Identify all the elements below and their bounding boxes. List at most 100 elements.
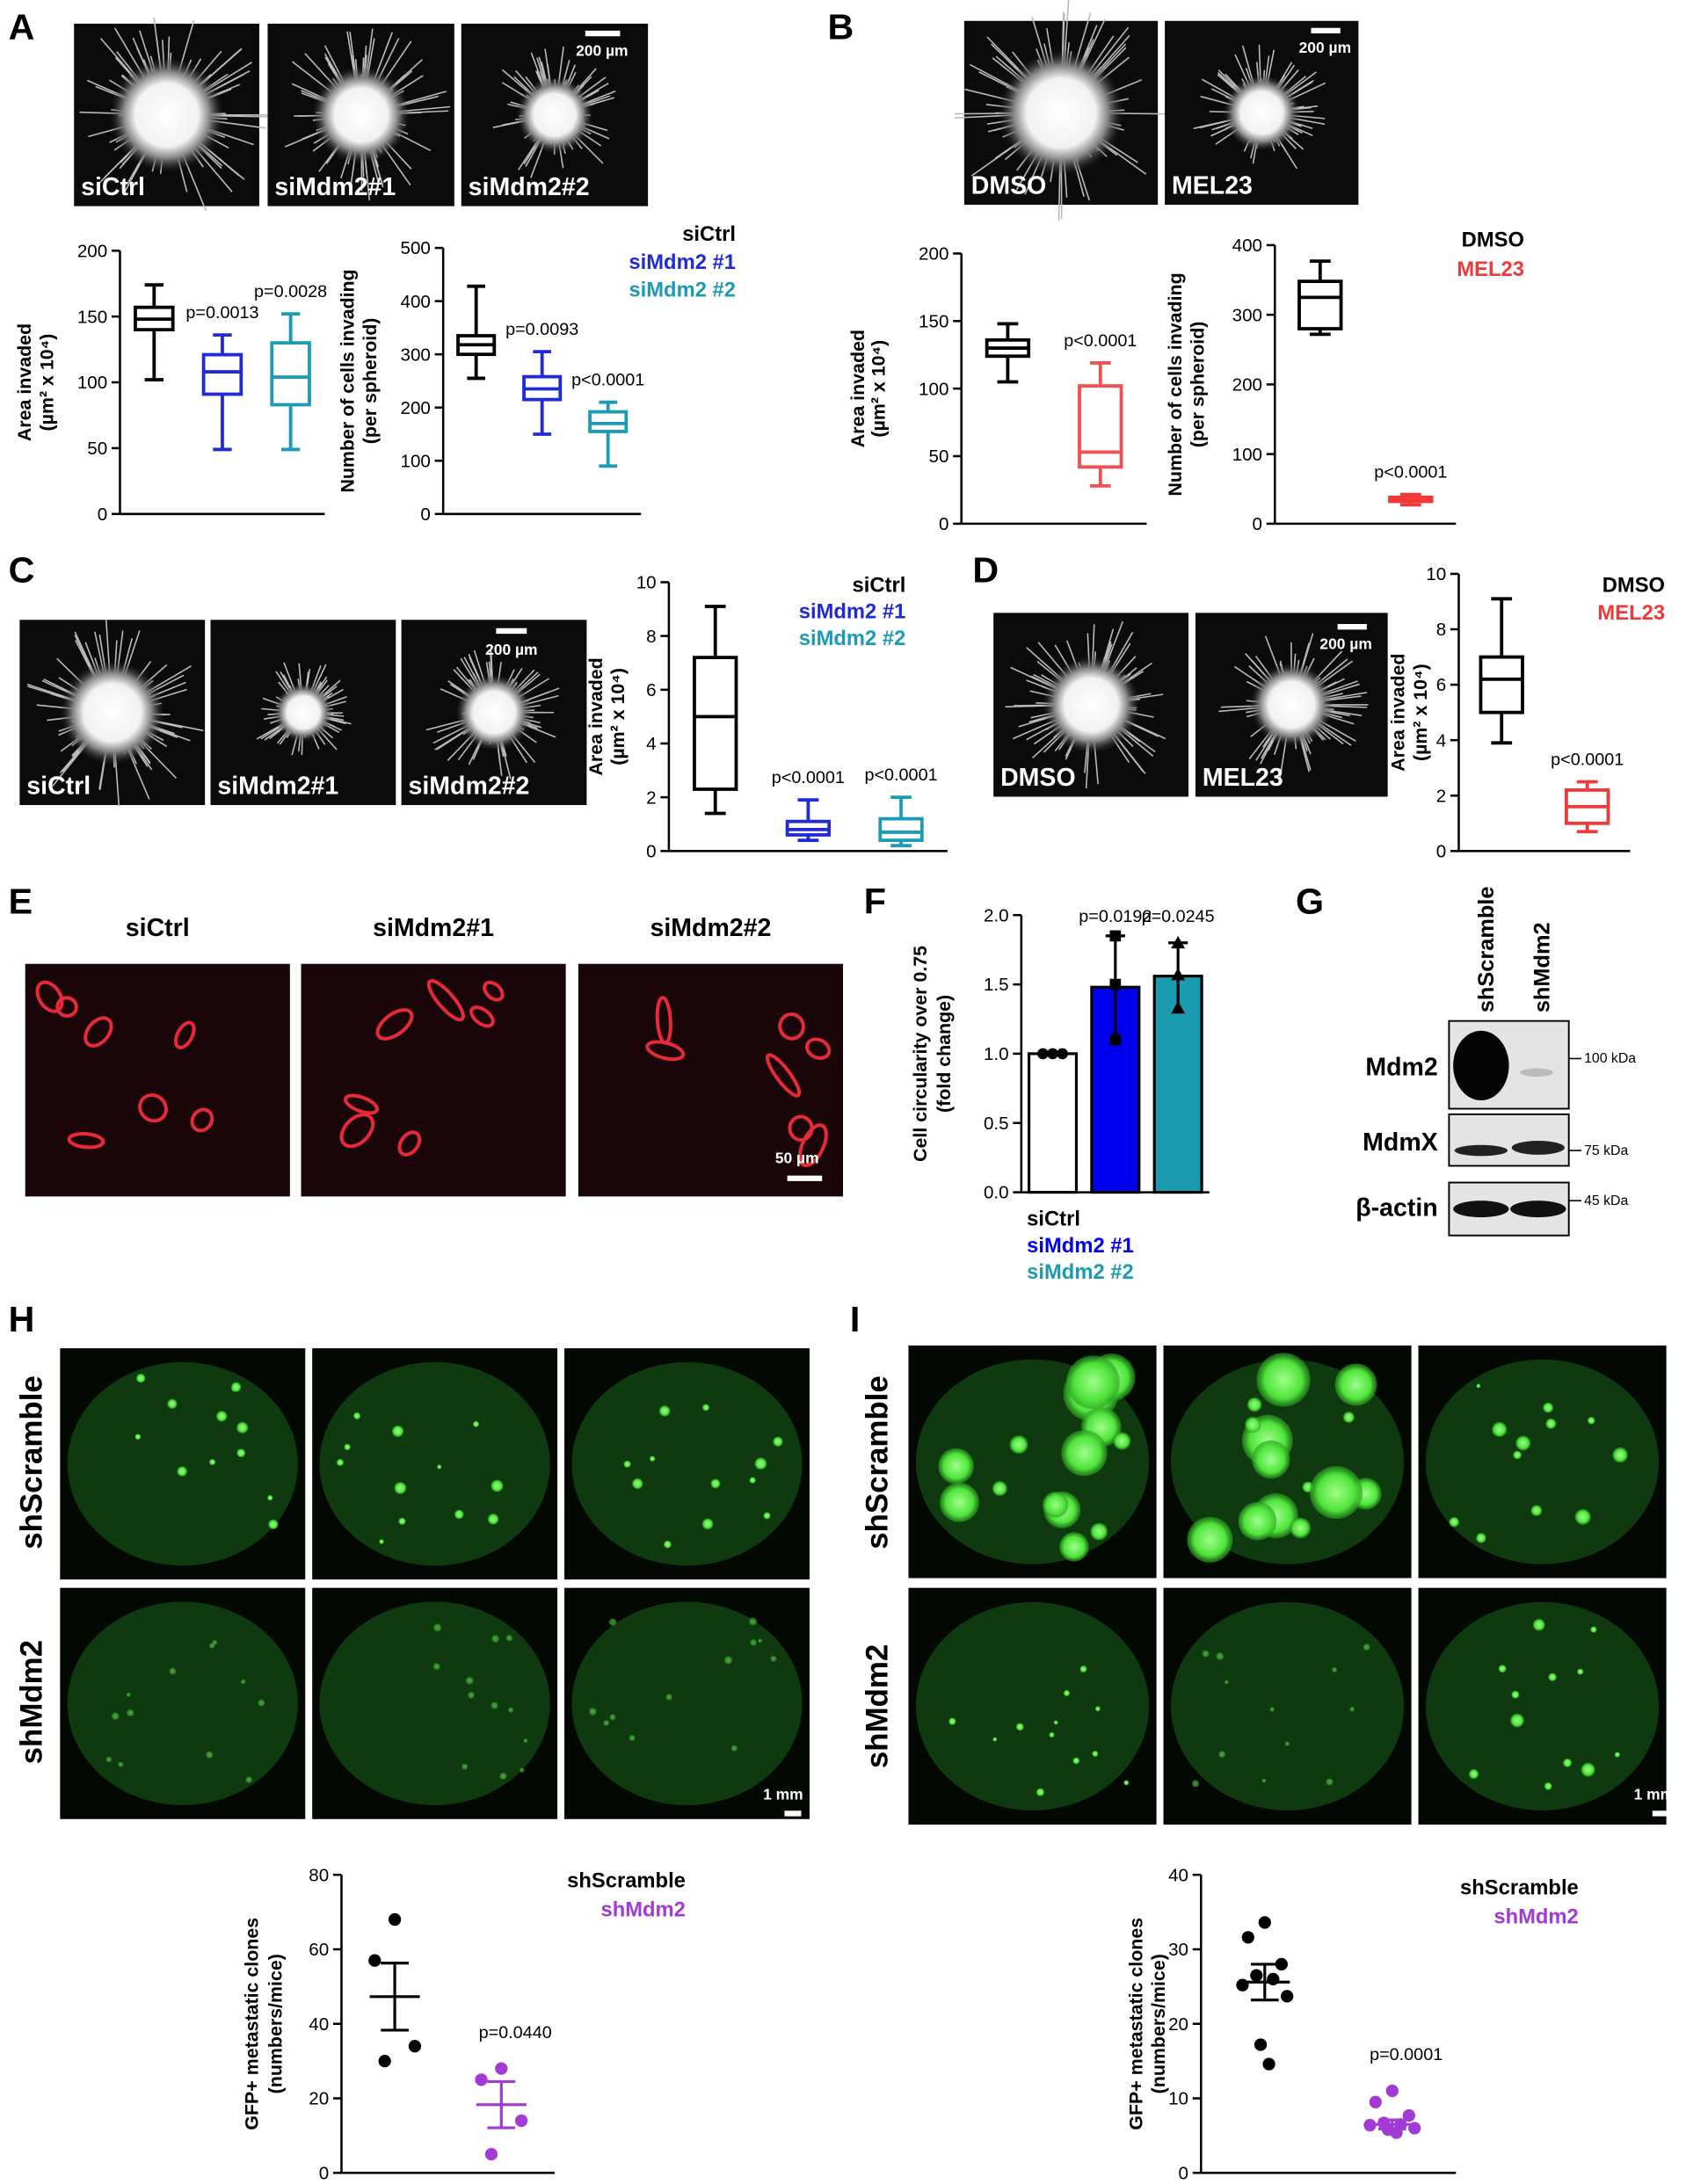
lung: [571, 1361, 803, 1566]
clone: [127, 1709, 134, 1717]
point: [1281, 1990, 1294, 2003]
clone: [1218, 1751, 1226, 1758]
clone: [1290, 1517, 1312, 1539]
clone: [1612, 1447, 1628, 1463]
micrograph: [564, 1587, 810, 1819]
clone: [1614, 1752, 1620, 1758]
clone: [1009, 1435, 1028, 1455]
y-tick-label: 10: [1426, 564, 1446, 584]
box: [693, 656, 738, 791]
cell: [397, 1130, 422, 1157]
image-bg: [25, 963, 290, 1197]
clone: [236, 1421, 249, 1433]
clone: [773, 1436, 783, 1448]
cell: [778, 1012, 805, 1041]
panel-letter: C: [9, 549, 35, 590]
scale-label: 50 µm: [775, 1149, 819, 1166]
panel-letter: B: [828, 6, 854, 47]
y-tick-label: 0: [646, 841, 656, 861]
micrograph: [312, 1348, 558, 1580]
micrograph: siMdm2#1: [301, 914, 566, 1197]
clone: [1246, 1397, 1262, 1412]
y-tick-label: 20: [309, 2089, 329, 2109]
clone: [394, 1482, 407, 1495]
clone: [1224, 1680, 1229, 1685]
point: [1109, 930, 1122, 942]
row-label: shMdm2: [15, 1640, 49, 1764]
clone: [491, 1635, 500, 1643]
clone: [629, 1734, 636, 1742]
point: [1250, 1969, 1263, 1982]
clone: [1334, 1363, 1377, 1406]
clone: [1548, 1672, 1557, 1682]
y-tick-label: 1.5: [984, 975, 1009, 995]
clone: [437, 1464, 442, 1469]
clone: [1284, 1741, 1290, 1746]
y-tick-label: 4: [1436, 730, 1446, 751]
cell: [797, 1123, 828, 1167]
y-axis-label: (µm² x 10⁴): [868, 340, 890, 438]
clone: [1092, 1750, 1099, 1757]
clone: [1066, 1355, 1120, 1410]
legend-entry: siCtrl: [853, 574, 906, 598]
y-tick-label: 150: [919, 311, 948, 331]
clone: [1590, 1626, 1597, 1633]
y-axis-label: Number of cells invading: [338, 269, 359, 492]
clone: [1476, 1533, 1486, 1543]
micrograph: [908, 1587, 1157, 1825]
image-label: MEL23: [1172, 171, 1253, 200]
point: [1236, 1978, 1249, 1992]
cell: [469, 1005, 495, 1028]
spheroid: [516, 76, 593, 154]
y-axis-label: Area invaded: [14, 323, 35, 441]
clone: [245, 1776, 252, 1783]
y-tick-label: 2.0: [984, 905, 1009, 925]
legend-entry: siMdm2 #2: [1027, 1260, 1134, 1284]
clone: [1309, 1466, 1363, 1520]
point: [1047, 1048, 1058, 1060]
row-label: shScramble: [861, 1375, 895, 1549]
point: [1037, 1048, 1049, 1060]
scale-label: 200 µm: [485, 641, 537, 658]
lung: [319, 1361, 550, 1566]
image-label: siCtrl: [26, 772, 91, 800]
y-tick-label: 500: [401, 238, 431, 258]
cell: [138, 1093, 168, 1123]
y-tick-label: 6: [1436, 675, 1446, 695]
box: [1479, 655, 1524, 715]
legend-entry: DMSO: [1602, 574, 1665, 598]
clone: [267, 1495, 273, 1501]
legend-entry: siMdm2 #2: [629, 279, 736, 302]
box: [270, 341, 311, 407]
clone: [1587, 1417, 1595, 1425]
spheroid: [109, 57, 224, 173]
y-tick-label: 400: [1232, 236, 1262, 256]
y-tick-label: 4: [646, 734, 656, 754]
point: [388, 1912, 402, 1926]
legend-entry: siMdm2 #2: [799, 627, 906, 650]
micrograph: siMdm2#2: [578, 914, 843, 1197]
image-label: siMdm2#2: [650, 914, 771, 942]
clone: [1053, 1720, 1058, 1725]
blot-frame: [1448, 1113, 1570, 1167]
spheroid: [60, 660, 165, 765]
bar: [1027, 1052, 1079, 1194]
y-axis-label: (µm² x 10⁴): [36, 334, 57, 432]
clone: [948, 1717, 956, 1725]
band: [1520, 1068, 1554, 1077]
legend-entry: shScramble: [1460, 1876, 1579, 1899]
point: [1385, 2084, 1399, 2098]
lung: [67, 1601, 298, 1805]
scale-label: 200 µm: [1319, 635, 1371, 653]
spheroid: [455, 674, 533, 751]
y-tick-label: 0: [1179, 2163, 1188, 2183]
clone: [523, 1738, 528, 1744]
y-axis-label: Cell circularity over 0.75: [910, 946, 931, 1162]
y-tick-label: 0: [98, 504, 107, 525]
micrograph: siCtrl: [19, 620, 206, 807]
clone: [465, 1676, 474, 1685]
legend-entry: shScramble: [567, 1868, 686, 1892]
y-tick-label: 200: [1232, 375, 1262, 395]
image-bg: [301, 963, 566, 1197]
image-label: siMdm2#2: [469, 173, 590, 201]
